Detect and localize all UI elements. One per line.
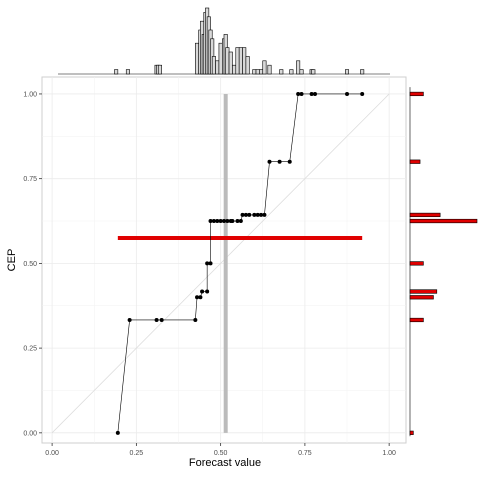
cep-point-29 [277,159,282,164]
top-histogram-bar-25 [245,56,250,75]
x-tick-label-0: 0.00 [45,450,59,457]
cep-point-30 [287,159,292,164]
top-histogram-bar-30 [267,64,272,75]
top-histogram-bar-21 [232,64,237,75]
right-histogram [409,87,478,437]
cep-point-19 [235,219,240,224]
top-histogram-bar-22 [235,47,240,75]
top-histogram-bar-28 [259,69,264,75]
cep-point-7 [200,289,205,294]
top-histogram-bar-16 [218,42,223,75]
cep-point-1 [127,317,132,322]
top-histogram-bar-19 [225,47,230,75]
top-histogram-bar-26 [252,69,257,75]
cep-point-34 [313,91,317,96]
cep-point-10 [208,261,213,266]
cep-point-26 [259,212,264,217]
x-tick-label-3: 0.75 [298,450,312,457]
top-histogram-bar-14 [211,56,216,75]
top-histogram [58,7,390,75]
y-tick-label-1: 0.25 [23,346,37,353]
right-histogram-bar-1 [409,317,424,323]
x-tick-label-1: 0.25 [130,450,144,457]
cep-point-35 [345,91,350,96]
cep-point-3 [159,317,164,322]
cep-point-8 [205,289,210,294]
top-histogram-bar-20 [228,51,233,75]
right-histogram-bar-6 [409,212,441,218]
cep-point-31 [296,91,301,96]
right-histogram-bar-2 [409,295,434,300]
right-histogram-bar-7 [409,159,421,164]
right-histogram-bar-0 [409,430,414,435]
top-histogram-bar-27 [255,69,260,75]
top-histogram-bar-31 [279,69,284,75]
top-histogram-bar-32 [289,69,294,75]
cep-point-28 [267,159,272,164]
cep-series [115,91,365,435]
axes: 0.00 0.25 0.50 0.75 1.00 0.00 0.25 0.50 0.75 1.00 [23,91,396,457]
top-histogram-bar-4 [157,64,162,75]
top-histogram-bar-33 [296,60,301,75]
cep-point-18 [230,219,235,224]
cep-point-11 [208,219,213,224]
x-tick-label-2: 0.50 [214,450,228,457]
top-histogram-bar-37 [345,69,350,75]
cep-point-6 [198,295,203,300]
cep-point-33 [309,91,314,96]
cep-point-32 [299,91,304,96]
cep-point-4 [193,317,198,322]
reference-diagonal [51,93,390,434]
cep-point-24 [252,212,257,217]
top-histogram-bar-1 [125,69,130,75]
x-tick-label-4: 1.00 [382,450,396,457]
cep-point-0 [115,430,120,435]
right-histogram-bar-3 [409,289,438,294]
top-histogram-bar-29 [262,60,267,75]
top-histogram-bar-23 [238,47,243,75]
y-axis-label: CEP [6,249,18,272]
y-tick-label-0: 0.00 [23,430,37,437]
cep-point-16 [225,219,230,224]
top-histogram-bar-0 [114,69,119,75]
top-histogram-bar-34 [299,69,304,75]
cep-point-25 [255,212,260,217]
cep-point-20 [238,219,243,224]
cep-point-22 [243,212,248,217]
top-histogram-bar-15 [215,60,220,75]
top-histogram-bar-5 [195,42,200,75]
x-axis-label: Forecast value [189,457,261,469]
top-histogram-bar-38 [360,69,365,75]
y-tick-label-2: 0.50 [23,261,37,268]
cep-point-21 [240,212,245,217]
right-histogram-bar-5 [409,218,478,224]
cep-point-36 [360,91,365,96]
right-histogram-bar-8 [409,91,424,97]
diagonal-reference-line [51,93,390,434]
summary-bars [117,93,363,433]
cep-point-5 [195,295,200,300]
cep-point-2 [154,317,159,322]
cep-point-27 [262,212,267,217]
cep-point-15 [222,219,226,224]
cep-point-13 [215,219,220,224]
cep-point-9 [205,261,210,266]
cep-point-23 [247,212,252,217]
cep-point-14 [218,219,223,224]
top-histogram-bar-36 [311,69,316,75]
top-histogram-bar-24 [242,47,247,75]
cep-point-12 [211,219,216,224]
right-histogram-bar-4 [409,261,424,266]
y-tick-label-4: 1.00 [23,91,37,98]
y-tick-label-3: 0.75 [23,176,37,183]
